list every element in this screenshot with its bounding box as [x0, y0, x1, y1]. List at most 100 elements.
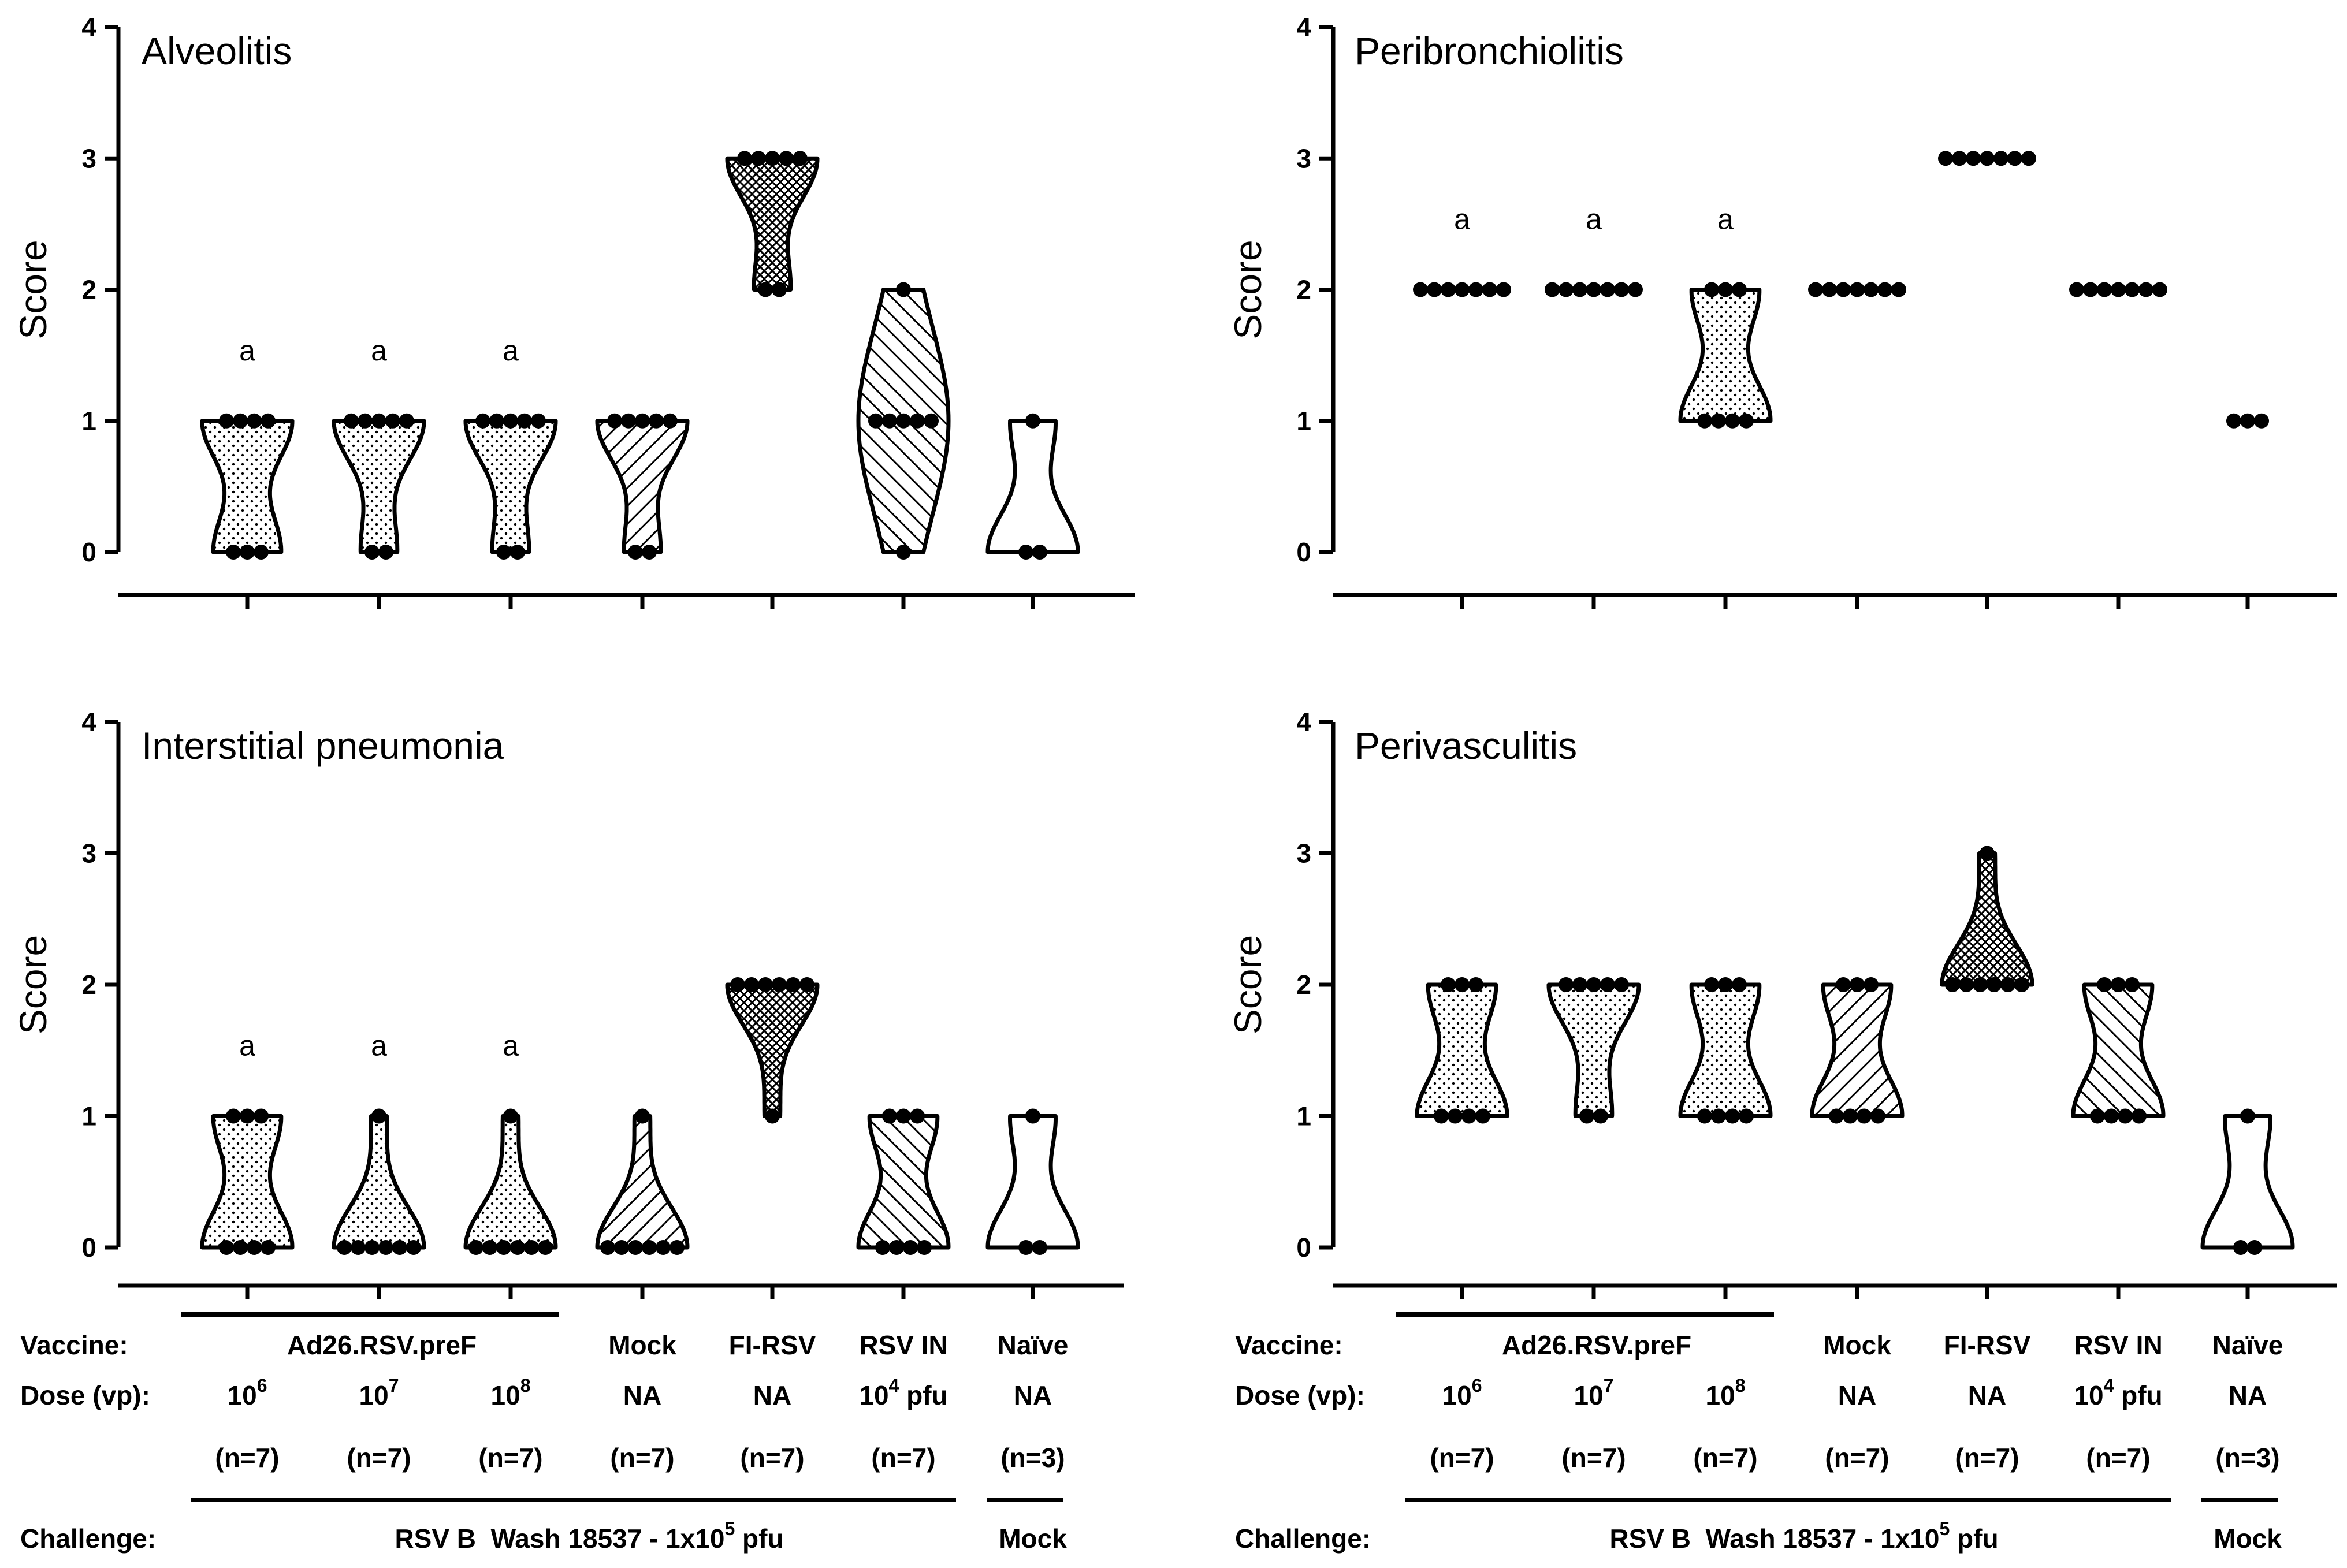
- data-point: [1628, 282, 1643, 297]
- data-point: [1980, 846, 1995, 861]
- y-tick-label: 1: [1296, 406, 1311, 436]
- significance-label: a: [1454, 203, 1470, 236]
- dose-base: NA: [1968, 1380, 2006, 1410]
- data-point: [614, 1240, 629, 1255]
- violin-shape: [200, 419, 295, 554]
- data-point: [517, 413, 532, 429]
- data-point: [1829, 1108, 1844, 1124]
- dose-exponent: 8: [1735, 1375, 1746, 1396]
- data-point: [364, 545, 380, 560]
- data-point: [240, 545, 255, 560]
- data-point: [2233, 1240, 2248, 1255]
- data-point: [1704, 977, 1719, 992]
- vaccine-name: Ad26.RSV.preF: [1502, 1330, 1691, 1360]
- data-point: [635, 1108, 650, 1124]
- data-point: [503, 1108, 518, 1124]
- vaccine-name: Mock: [1823, 1330, 1891, 1360]
- dose-exponent: 4: [889, 1375, 899, 1396]
- significance-label: a: [503, 334, 519, 367]
- challenge-strain: RSV B Wash 18537 - 1x105 pfu: [395, 1518, 783, 1554]
- data-point: [1475, 1108, 1490, 1124]
- data-point: [910, 1108, 925, 1124]
- data-point: [2111, 282, 2126, 297]
- dose-exponent: 6: [1472, 1375, 1482, 1396]
- data-point: [1959, 977, 1974, 992]
- data-point: [1945, 977, 1960, 992]
- y-tick-label: 0: [1296, 1232, 1311, 1262]
- dose-value: 106: [1442, 1375, 1482, 1410]
- dose-base: 10: [1574, 1380, 1604, 1410]
- challenge-post: pfu: [1950, 1524, 1998, 1554]
- data-point: [489, 413, 504, 429]
- data-point: [1032, 545, 1047, 560]
- data-point: [524, 1240, 539, 1255]
- dose-base: 10: [491, 1380, 520, 1410]
- violin-shape: [595, 1114, 690, 1250]
- group-size: (n=3): [2215, 1443, 2279, 1473]
- data-point: [1468, 282, 1483, 297]
- data-point: [1413, 282, 1428, 297]
- data-point: [2007, 151, 2022, 166]
- data-point: [663, 413, 678, 429]
- dose-value: NA: [1968, 1380, 2006, 1410]
- data-point: [1938, 151, 1953, 166]
- data-point: [744, 977, 759, 992]
- group-table-right: Vaccine: Dose (vp): Challenge: Ad26.RSV.pre…: [1235, 1312, 2283, 1554]
- vaccine-name: FI-RSV: [1944, 1330, 2031, 1360]
- data-point: [1441, 977, 1456, 992]
- data-point: [1572, 977, 1587, 992]
- dose-value: NA: [1014, 1380, 1052, 1410]
- vaccine-row-label: Vaccine:: [20, 1330, 128, 1360]
- data-point: [2111, 977, 2126, 992]
- dose-base: NA: [1014, 1380, 1052, 1410]
- data-point: [1725, 413, 1740, 429]
- data-point: [758, 977, 773, 992]
- data-point: [1468, 977, 1483, 992]
- data-point: [226, 545, 241, 560]
- data-point: [233, 413, 248, 429]
- data-point: [765, 151, 780, 166]
- data-point: [2069, 282, 2084, 297]
- y-tick-label: 2: [1296, 275, 1311, 305]
- data-point: [1600, 977, 1615, 992]
- data-point: [2125, 977, 2140, 992]
- data-point: [254, 545, 269, 560]
- data-point: [896, 1108, 911, 1124]
- data-point: [1455, 282, 1470, 297]
- y-tick-label: 2: [81, 970, 96, 1000]
- data-point: [496, 545, 511, 560]
- group-size: (n=7): [1561, 1443, 1626, 1473]
- violin-shape: [1678, 288, 1773, 423]
- data-point: [793, 151, 808, 166]
- y-tick-label: 4: [1296, 12, 1311, 42]
- data-point: [1843, 1108, 1858, 1124]
- data-point: [896, 545, 911, 560]
- data-point: [233, 1240, 248, 1255]
- data-point: [371, 1108, 386, 1124]
- challenge-post: pfu: [735, 1524, 783, 1554]
- dose-base: 10: [1706, 1380, 1735, 1410]
- challenge-row-label: Challenge:: [20, 1524, 156, 1554]
- data-point: [600, 1240, 615, 1255]
- data-point: [2226, 413, 2241, 429]
- data-point: [371, 413, 386, 429]
- violin-shape: [1546, 982, 1641, 1118]
- data-point: [1966, 151, 1981, 166]
- violin-shape: [856, 1114, 951, 1250]
- data-point: [772, 282, 787, 297]
- data-point: [1850, 282, 1865, 297]
- data-point: [482, 1240, 497, 1255]
- violin-shape: [1810, 982, 1905, 1118]
- dose-base: 10: [2074, 1380, 2103, 1410]
- dose-row-label: Dose (vp):: [20, 1380, 150, 1410]
- vaccine-name: RSV IN: [859, 1330, 947, 1360]
- panel-interstitial-pneumonia: 0 1 2 3 4 Score Interstitial pneumonia a a a: [12, 707, 1124, 1299]
- data-point: [903, 1240, 918, 1255]
- y-axis-label: Score: [12, 240, 54, 339]
- dose-exponent: 6: [257, 1375, 267, 1396]
- dose-value: 106: [228, 1375, 267, 1410]
- data-point: [1579, 1108, 1594, 1124]
- panel-title: Peribronchiolitis: [1355, 29, 1624, 72]
- data-point: [1850, 977, 1865, 992]
